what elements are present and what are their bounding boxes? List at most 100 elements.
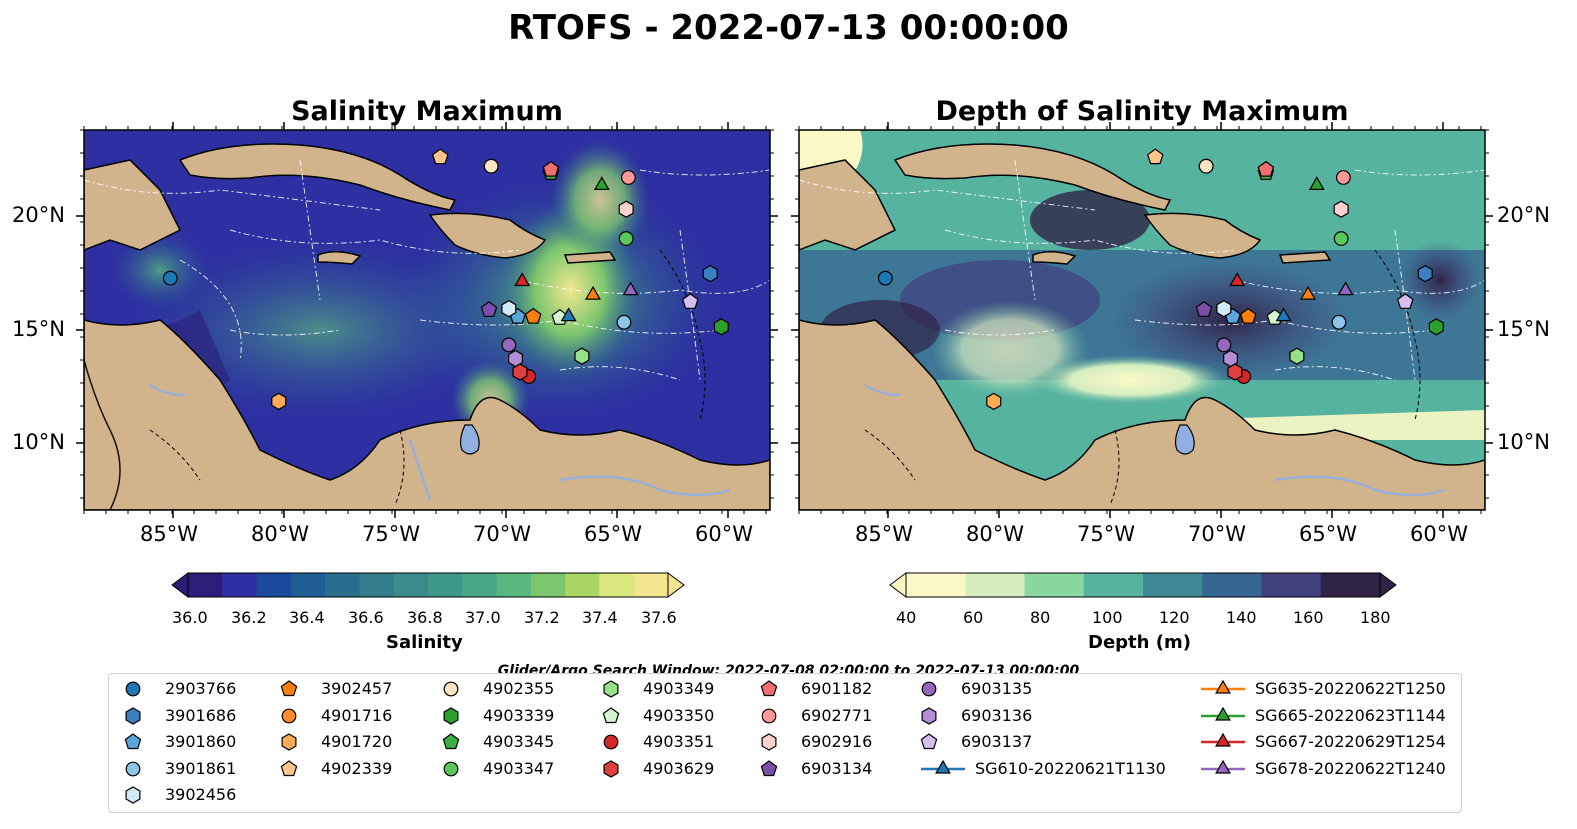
salinity-colorbar-segment [462,573,498,597]
salinity-colorbar-segment [393,573,429,597]
depth-colorbar-segment [1024,573,1085,597]
legend: 2903766 3901686 3901860 3901861 3902456 39024… [108,673,1462,813]
marker-6903134 [480,301,498,317]
legend-marker-triangle [935,759,951,774]
legend-marker-pentagon [280,759,298,776]
marker-SG610-20220621T1130 [1275,307,1292,322]
cb2-label: Depth (m) [1088,632,1191,653]
marker-3902456 [1216,300,1232,318]
lon-label-right: 85°W [855,522,913,546]
marker-4903629 [512,363,528,381]
salinity-colorbar-segment [222,573,258,597]
legend-label: 3901861 [165,758,237,778]
marker-4901720 [271,392,287,411]
salinity-map [84,130,770,510]
salinity-colorbar-segment [599,573,635,597]
marker-6903137 [1396,293,1414,309]
depth-colorbar-extend-low [889,572,907,598]
legend-marker [442,733,460,750]
panel-title-depth: Depth of Salinity Maximum [935,96,1349,127]
legend-label: 4903347 [483,758,555,778]
legend-label: 3902456 [165,785,237,804]
legend-marker-circle [125,681,141,697]
legend-marker [760,759,778,776]
legend-marker-triangle [1215,759,1231,774]
legend-marker [1201,679,1245,694]
lon-label-right: 65°W [1299,522,1357,546]
legend-label: 4903345 [483,732,555,751]
marker-SG667-20220629T1254 [1229,272,1246,287]
legend-label: 4901716 [321,705,393,725]
marker-3901686 [702,264,718,283]
marker-SG678-20220622T1240 [1337,281,1354,296]
legend-marker-hexagon [603,680,619,698]
legend-label: 6903135 [961,679,1033,698]
lon-label-right: 80°W [966,522,1024,546]
legend-marker-hexagon [761,733,777,751]
marker-4902339 [1146,148,1164,165]
legend-marker-hexagon [603,759,619,778]
marker-4903349 [1289,347,1305,365]
marker-6902771 [1335,170,1351,185]
legend-marker [125,761,141,776]
marker-SG635-20220622T1250 [1299,285,1316,300]
cb2-tick: 120 [1159,608,1190,627]
depth-colorbar-segment [1320,573,1381,597]
legend-marker-circle [921,681,937,697]
marker-SG635-20220622T1250 [584,285,601,300]
legend-marker-hexagon [125,706,141,725]
legend-marker [1201,706,1245,721]
legend-label: 4903629 [643,758,715,778]
cb1-tick: 37.6 [641,608,677,627]
marker-4902339 [431,148,449,165]
marker-3901686 [1417,264,1433,283]
salinity-colorbar-segment [188,573,223,597]
legend-label: 6903137 [961,732,1033,751]
cb1-tick: 36.6 [348,608,384,627]
cb2-tick: 100 [1092,608,1123,627]
cb2-tick: 40 [896,608,917,627]
lat-label-left: 10°N [12,430,65,454]
lon-label-left: 85°W [140,522,198,546]
cb2-tick: 80 [1030,608,1051,627]
salinity-colorbar-segment [428,573,463,597]
salinity-colorbar-segment [359,573,395,597]
marker-4902355 [483,158,499,174]
legend-label: 4901720 [321,732,393,751]
cb2-tick: 160 [1293,608,1324,627]
legend-marker [443,706,459,725]
legend-label: 4903339 [483,705,555,725]
legend-label: 6902916 [801,732,873,751]
legend-marker [760,680,778,697]
legend-marker [920,733,938,750]
salinity-colorbar-segment [530,573,566,597]
marker-6903134 [1195,301,1213,317]
legend-marker [603,734,619,750]
lon-label-right: 60°W [1410,522,1468,546]
legend-marker [921,706,937,725]
cb2-tick: 140 [1226,608,1257,627]
salinity-colorbar-segment [496,573,532,597]
marker-3902457 [524,307,542,324]
legend-label: 6901182 [801,679,873,698]
legend-marker [125,706,141,725]
legend-marker [281,733,297,751]
legend-marker [125,681,141,697]
legend-marker [603,680,619,698]
cb1-tick: 37.0 [465,608,501,627]
depth-colorbar-segment [1143,573,1203,597]
depth-colorbar-segment [1202,573,1262,597]
salinity-colorbar [171,572,685,598]
legend-label: 6902771 [801,705,873,725]
legend-marker [125,786,141,804]
salinity-colorbar-segment [565,573,600,597]
cb1-tick: 37.2 [524,608,560,627]
depth-colorbar-segment [1083,573,1144,597]
depth-colorbar [889,572,1397,598]
marker-4902355 [1198,158,1214,174]
legend-label: 4903351 [643,732,715,751]
lat-label-right: 20°N [1497,203,1550,227]
legend-label: 2903766 [165,679,237,698]
marker-6902916 [1333,200,1349,218]
